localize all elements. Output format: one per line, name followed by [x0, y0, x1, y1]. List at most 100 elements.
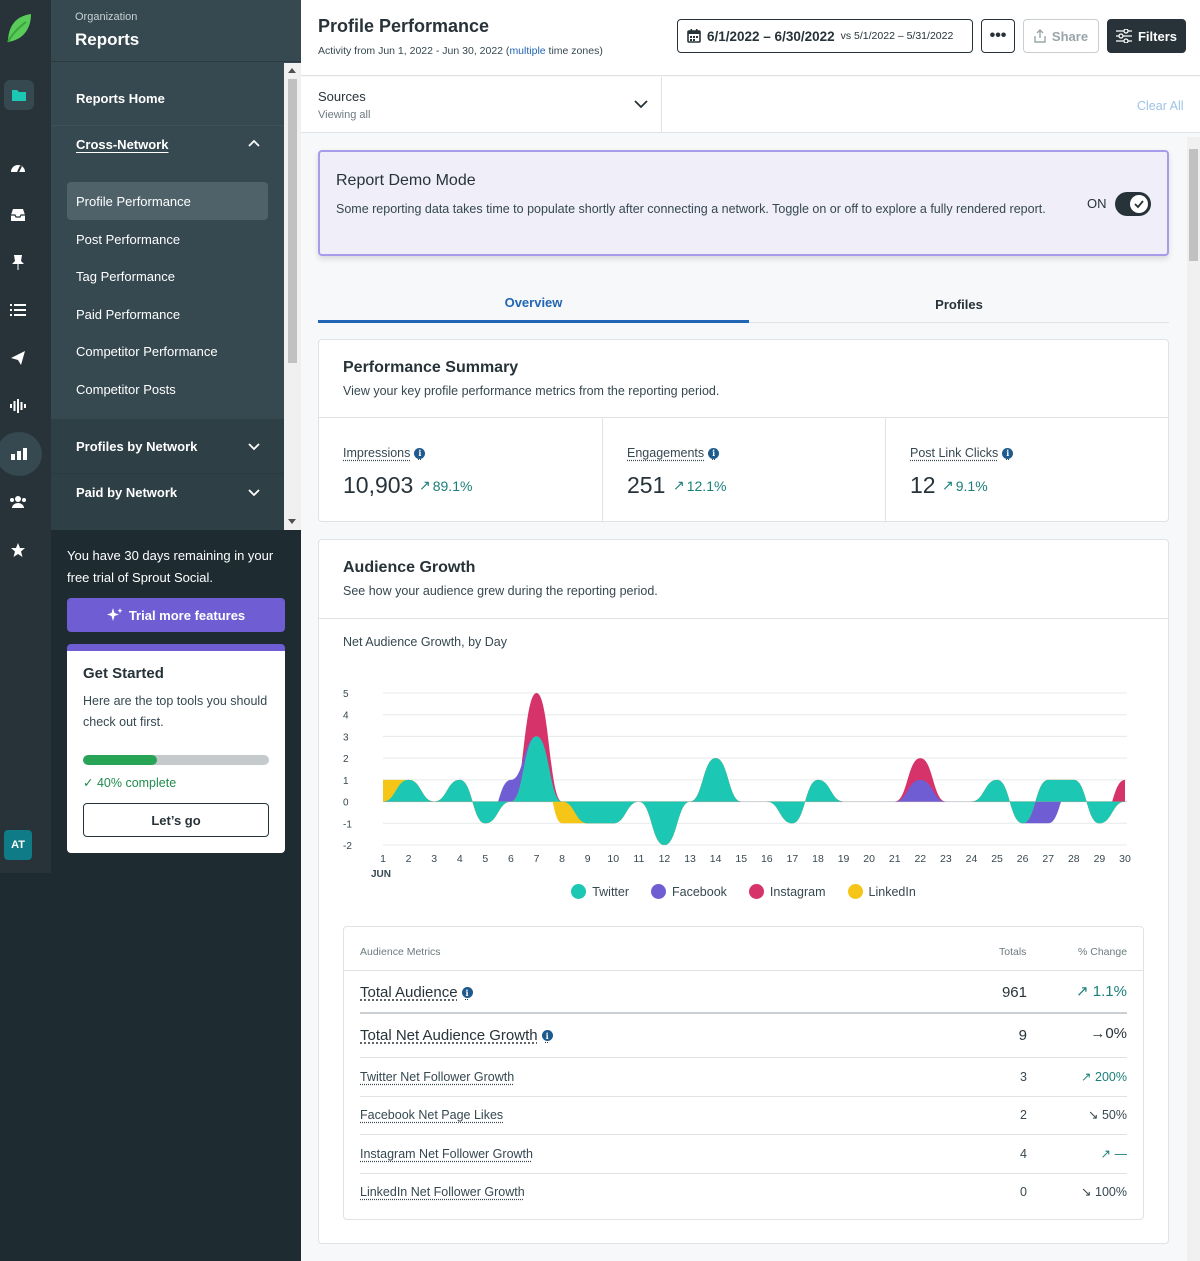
paper-plane-icon[interactable] [0, 343, 36, 373]
get-started-description: Here are the top tools you should check … [83, 694, 268, 729]
table-header: Audience Metrics Totals % Change [344, 927, 1143, 971]
metric-value: 12 [910, 472, 936, 498]
info-icon[interactable]: i [461, 987, 473, 998]
tab-profiles[interactable]: Profiles [935, 296, 983, 312]
tab-overview[interactable]: Overview [318, 285, 749, 323]
row-change: ↘ 50% [1088, 1107, 1127, 1122]
trend-flat-icon: → [1090, 1025, 1106, 1042]
nav-competitor-performance[interactable]: Competitor Performance [76, 344, 218, 359]
scroll-down-arrow-icon[interactable] [288, 519, 296, 524]
chevron-down-icon[interactable] [634, 97, 648, 111]
nav-post-performance[interactable]: Post Performance [76, 232, 181, 247]
trend-up-icon: ↗ [942, 477, 954, 493]
row-label-text: Total Audience [360, 984, 458, 1001]
row-label[interactable]: Total Audience i [360, 984, 473, 1001]
share-button[interactable]: Share [1023, 19, 1099, 53]
nav-tag-performance[interactable]: Tag Performance [76, 269, 175, 284]
metric-engagements: Engagements i 251 ↗ 12.1% [602, 418, 885, 521]
series-area-twitter [383, 736, 1125, 845]
scrollbar-thumb[interactable] [288, 79, 297, 363]
nav-profile-performance[interactable]: Profile Performance [76, 194, 191, 209]
demo-mode-banner: Report Demo Mode Some reporting data tak… [318, 150, 1169, 256]
lets-go-button[interactable]: Let’s go [83, 803, 269, 837]
table-row: Facebook Net Page Likes 2 ↘ 50% [360, 1097, 1127, 1135]
sources-label[interactable]: Sources [318, 89, 366, 104]
y-tick-label: 2 [343, 754, 349, 765]
x-tick-label: 30 [1119, 853, 1131, 865]
folder-icon[interactable] [4, 80, 34, 110]
demo-mode-toggle[interactable] [1115, 192, 1151, 216]
info-icon[interactable]: i [708, 447, 720, 459]
legend-item-instagram[interactable]: Instagram [748, 884, 826, 899]
nav-reports-home[interactable]: Reports Home [76, 91, 165, 106]
sidebar-scrollbar[interactable] [284, 63, 301, 530]
card-title: Performance Summary [343, 359, 519, 376]
legend-item-twitter[interactable]: Twitter [571, 884, 629, 899]
metric-label[interactable]: Impressions i [343, 446, 426, 460]
column-header-totals: Totals [999, 946, 1027, 958]
star-review-icon[interactable] [0, 535, 36, 565]
chevron-down-icon[interactable] [247, 439, 261, 453]
row-label[interactable]: Total Net Audience Growth i [360, 1027, 553, 1044]
demo-mode-description: Some reporting data takes time to popula… [336, 202, 1046, 216]
row-label[interactable]: LinkedIn Net Follower Growth [360, 1185, 525, 1199]
info-icon[interactable]: i [541, 1030, 553, 1041]
x-tick-label: 13 [684, 853, 696, 865]
metric-label[interactable]: Engagements i [627, 446, 720, 460]
list-icon[interactable] [0, 295, 36, 325]
info-icon[interactable]: i [414, 447, 426, 459]
legend-item-linkedin[interactable]: LinkedIn [847, 884, 916, 899]
info-icon[interactable]: i [1002, 447, 1014, 459]
people-icon[interactable] [0, 487, 36, 517]
filters-button[interactable]: Filters [1107, 19, 1186, 53]
icon-rail: AT [0, 0, 51, 873]
metric-label[interactable]: Post Link Clicks i [910, 446, 1014, 460]
x-tick-label: 3 [431, 853, 437, 865]
listening-waveform-icon[interactable] [0, 391, 36, 421]
trial-panel: You have 30 days remaining in your free … [51, 530, 301, 873]
nav-competitor-posts[interactable]: Competitor Posts [76, 382, 176, 397]
reports-bar-chart-icon[interactable] [0, 432, 42, 476]
scroll-up-arrow-icon[interactable] [288, 68, 296, 73]
main-scrollbar[interactable] [1187, 137, 1200, 1261]
nav-cross-network[interactable]: Cross-Network [76, 137, 169, 152]
legend-item-facebook[interactable]: Facebook [651, 884, 727, 899]
trial-more-features-button[interactable]: Trial more features [67, 598, 285, 632]
row-change: ↗ 200% [1081, 1069, 1127, 1084]
sparkle-icon [106, 608, 123, 621]
compare-range-value: vs 5/1/2022 – 5/31/2022 [840, 30, 954, 42]
more-options-button[interactable]: ••• [981, 19, 1015, 53]
x-tick-label: 29 [1094, 853, 1106, 865]
pin-icon[interactable] [0, 247, 36, 277]
user-avatar[interactable]: AT [4, 830, 32, 860]
row-change: ↗ — [1101, 1146, 1127, 1161]
row-label[interactable]: Facebook Net Page Likes [360, 1108, 504, 1122]
x-tick-label: 8 [559, 853, 565, 865]
nav-paid-performance[interactable]: Paid Performance [76, 307, 181, 322]
filters-label: Filters [1137, 28, 1177, 44]
progress-bar [83, 755, 269, 765]
sprout-logo-icon[interactable] [4, 12, 32, 44]
row-label[interactable]: Instagram Net Follower Growth [360, 1147, 533, 1161]
clear-all-button[interactable]: Clear All [1137, 99, 1184, 113]
x-tick-label: 12 [659, 853, 671, 865]
nav-divider [51, 473, 284, 474]
metric-delta-text: 9.1% [955, 477, 988, 494]
chevron-down-icon[interactable] [247, 485, 261, 499]
dashboard-gauge-icon[interactable] [0, 152, 36, 182]
nav-paid-by-network[interactable]: Paid by Network [76, 485, 178, 500]
x-tick-label: 14 [710, 853, 722, 865]
date-range-picker[interactable]: 6/1/2022 – 6/30/2022 vs 5/1/2022 – 5/31/… [677, 19, 973, 53]
row-label[interactable]: Twitter Net Follower Growth [360, 1070, 515, 1084]
metric-delta-text: 89.1% [432, 477, 473, 494]
scrollbar-thumb[interactable] [1189, 149, 1198, 261]
x-tick-label: 4 [457, 853, 463, 865]
inbox-icon[interactable] [0, 200, 36, 230]
x-tick-label: 2 [406, 853, 412, 865]
x-tick-label: 5 [482, 853, 488, 865]
time-zones-link[interactable]: multiple [509, 45, 546, 57]
divider [661, 77, 662, 133]
get-started-card: Get Started Here are the top tools you s… [67, 644, 285, 853]
nav-profiles-by-network[interactable]: Profiles by Network [76, 439, 198, 454]
chevron-up-icon[interactable] [247, 137, 261, 151]
